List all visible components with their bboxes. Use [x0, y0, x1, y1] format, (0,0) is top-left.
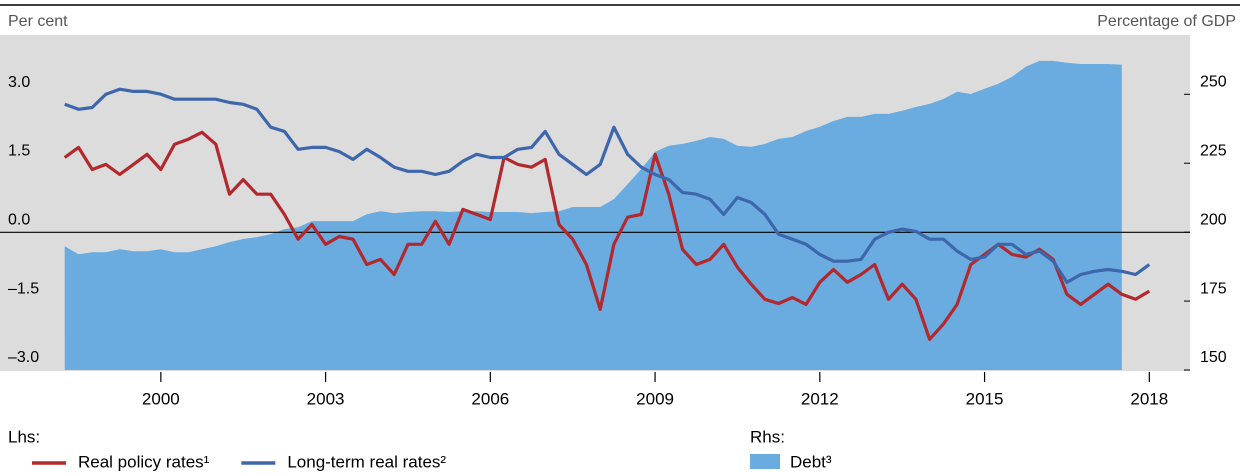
- legend-label: Long-term real rates²: [287, 452, 446, 471]
- y-tick-label: –1.5: [8, 280, 39, 297]
- legend-swatch: [750, 454, 780, 469]
- line: [63, 130, 1151, 341]
- y2-tick-label: 225: [1200, 142, 1227, 159]
- y-tick-label: 3.0: [8, 74, 30, 91]
- y2-axis-label: Percentage of GDP: [1097, 13, 1236, 30]
- x-tick-label: 2000: [142, 389, 180, 408]
- y-tick-label: –3.0: [8, 349, 39, 366]
- x-tick-label: 2018: [1130, 389, 1168, 408]
- line: [64, 87, 1151, 284]
- area-layer: [64, 60, 1122, 371]
- y-tick-label: 0.0: [8, 212, 30, 229]
- line-layer: [63, 87, 1151, 341]
- y-axis-label: Per cent: [8, 13, 68, 30]
- legend-group-rhs: Rhs:: [750, 427, 785, 446]
- y2-tick-label: 250: [1200, 73, 1227, 90]
- x-tick-label: 2003: [307, 389, 345, 408]
- x-tick-label: 2015: [966, 389, 1004, 408]
- area: [64, 60, 1122, 371]
- y2-tick-label: 150: [1200, 349, 1227, 366]
- legend-label: Real policy rates¹: [78, 452, 210, 471]
- legend-group-lhs: Lhs:: [8, 427, 40, 446]
- y-tick-label: 1.5: [8, 143, 30, 160]
- x-tick-label: 2012: [801, 389, 839, 408]
- y2-tick-label: 200: [1200, 211, 1227, 228]
- y2-tick-label: 175: [1200, 280, 1227, 297]
- x-tick-label: 2006: [471, 389, 509, 408]
- legend-label: Debt³: [790, 452, 832, 471]
- axes-layer: –3.0 –1.5 0.0 1.5 3.0 150 175 200 225 250 2000 2003…: [8, 73, 1227, 408]
- x-tick-label: 2009: [636, 389, 674, 408]
- legend: Debt³ Real policy rates¹ Long-term real ra…: [32, 452, 832, 471]
